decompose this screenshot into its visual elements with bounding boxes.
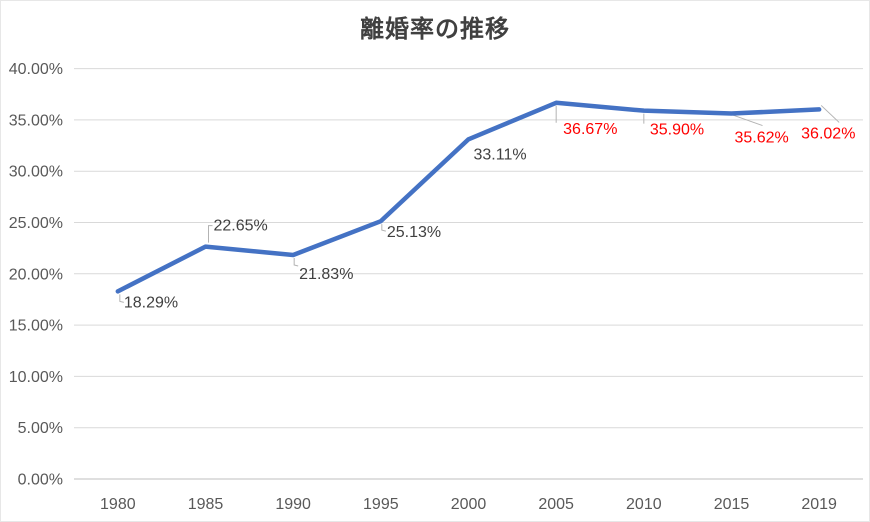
data-point-label: 25.13% bbox=[387, 224, 441, 241]
data-point-label: 35.62% bbox=[735, 130, 789, 147]
data-point-label: 33.11% bbox=[474, 146, 527, 163]
y-axis-tick-label: 5.00% bbox=[18, 420, 63, 437]
y-axis-tick-label: 15.00% bbox=[9, 318, 63, 335]
x-axis-tick-label: 1990 bbox=[275, 496, 311, 513]
x-axis-tick-label: 2000 bbox=[451, 496, 487, 513]
y-axis-tick-label: 20.00% bbox=[9, 266, 63, 283]
data-point-label: 36.02% bbox=[801, 125, 855, 142]
data-point-label: 36.67% bbox=[563, 121, 617, 138]
y-axis-tick-label: 30.00% bbox=[9, 164, 63, 181]
x-axis-tick-label: 1995 bbox=[363, 496, 399, 513]
x-axis-tick-label: 2019 bbox=[801, 496, 837, 513]
data-label-leader-line bbox=[381, 224, 386, 232]
x-axis-tick-label: 1985 bbox=[188, 496, 224, 513]
data-label-leader-line bbox=[293, 258, 299, 267]
y-axis-tick-label: 40.00% bbox=[9, 61, 63, 78]
y-axis-tick-label: 10.00% bbox=[9, 369, 63, 386]
y-axis-tick-label: 35.00% bbox=[9, 112, 63, 129]
y-axis-tick-label: 25.00% bbox=[9, 215, 63, 232]
x-axis-tick-label: 2005 bbox=[538, 496, 574, 513]
data-label-leader-line bbox=[119, 294, 124, 303]
data-label-leader-line bbox=[208, 225, 213, 243]
y-axis-tick-label: 0.00% bbox=[18, 472, 63, 489]
data-point-label: 35.90% bbox=[650, 122, 704, 139]
x-axis-tick-label: 2010 bbox=[626, 496, 662, 513]
data-point-label: 22.65% bbox=[214, 218, 268, 235]
x-axis-tick-label: 1980 bbox=[100, 496, 136, 513]
x-axis-tick-label: 2015 bbox=[714, 496, 750, 513]
data-point-label: 21.83% bbox=[299, 266, 353, 283]
data-label-leader-line bbox=[820, 105, 840, 123]
series-line bbox=[115, 100, 822, 294]
data-label-leader-line bbox=[731, 114, 763, 127]
data-point-label: 18.29% bbox=[124, 294, 178, 311]
